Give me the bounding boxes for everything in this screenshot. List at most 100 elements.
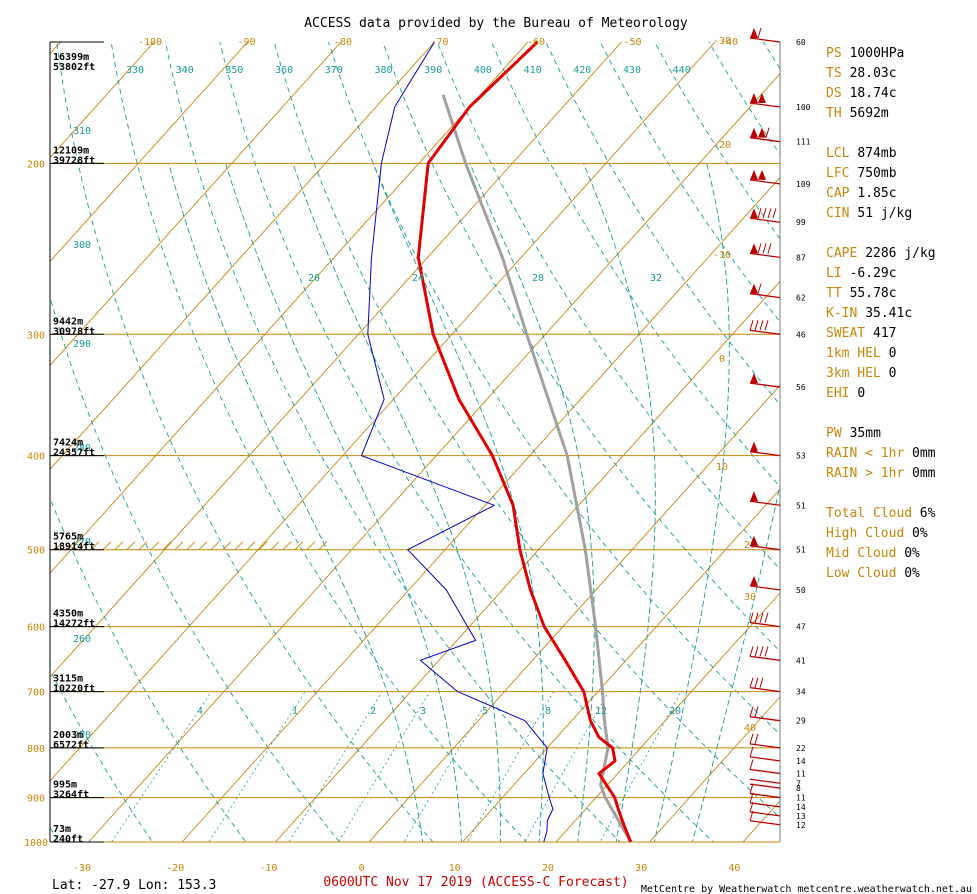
height-ft-label: 10220ft bbox=[53, 684, 95, 695]
pressure-tick: 1000 bbox=[24, 838, 48, 849]
index-value: 0mm bbox=[912, 446, 936, 461]
height-ft-label: 6572ft bbox=[53, 740, 89, 751]
index-value: 750mb bbox=[857, 166, 896, 181]
wind-speed-label: 7 bbox=[796, 779, 801, 788]
wind-barb-feather bbox=[749, 677, 754, 688]
height-m-label: 3115m bbox=[53, 674, 83, 685]
temperature-line bbox=[416, 40, 633, 843]
hatch-mark bbox=[138, 541, 148, 551]
moist-adiabat bbox=[292, 163, 501, 842]
hatch-mark bbox=[222, 541, 232, 551]
isotherm-line bbox=[555, 592, 780, 842]
hatch-mark bbox=[270, 541, 280, 551]
moist-adiabat bbox=[583, 163, 656, 842]
wind-barb-feather bbox=[759, 612, 764, 623]
isotherm-lines bbox=[50, 42, 780, 842]
height-ft-label: 3264ft bbox=[53, 790, 89, 801]
pressure-tick: 300 bbox=[27, 330, 45, 341]
wind-speed-label: 51 bbox=[796, 501, 806, 510]
mixing-ratio-line bbox=[111, 691, 212, 842]
bottom-temp-tick: 40 bbox=[728, 863, 740, 874]
height-ft-label: 18914ft bbox=[53, 542, 95, 553]
dewpoint-line bbox=[361, 41, 554, 843]
wind-speed-label: 51 bbox=[796, 546, 806, 555]
index-label: Total Cloud bbox=[826, 506, 912, 521]
wind-barb-feather bbox=[757, 208, 762, 219]
height-m-label: 7424m bbox=[53, 438, 83, 449]
chart-frame bbox=[49, 42, 781, 843]
isotherm-line bbox=[50, 42, 529, 574]
hatch-mark bbox=[246, 541, 256, 551]
theta-label: 440 bbox=[673, 65, 691, 76]
theta-e-label: 32 bbox=[650, 273, 662, 284]
wind-barb-flag bbox=[750, 441, 758, 452]
wind-barb-feather bbox=[759, 646, 764, 657]
right-temp-tick: -30 bbox=[713, 36, 731, 47]
height-ft-label: 30978ft bbox=[53, 326, 95, 337]
hatch-mark bbox=[150, 541, 160, 551]
wind-speed-label: 99 bbox=[796, 218, 806, 227]
wind-barbs: 60 100 111 109 99 87 62 46 56 53 51 51 50 47 41 34 29 22 1… bbox=[749, 27, 811, 830]
index-value: 417 bbox=[873, 326, 896, 341]
right-temp-tick: 0 bbox=[719, 354, 725, 365]
pressure-tick: 700 bbox=[27, 688, 45, 699]
moist-adiabat-lines bbox=[168, 163, 780, 842]
wind-barb-shaft bbox=[749, 756, 781, 762]
hatch-mark bbox=[78, 541, 88, 551]
wind-barb-shaft bbox=[749, 802, 781, 808]
hatch-area bbox=[54, 541, 328, 551]
wind-barb-feather bbox=[754, 646, 759, 657]
axis-labels: -100 -90 -80 -70 -60 -50 -40-30 -20 -10 0 10 20 30 40… bbox=[24, 36, 756, 874]
dry-adiabat bbox=[219, 42, 715, 842]
wind-speed-label: 14 bbox=[796, 803, 806, 812]
index-label: High Cloud bbox=[826, 526, 904, 541]
height-ft-label: 14272ft bbox=[53, 619, 95, 630]
theta-label: 410 bbox=[524, 65, 542, 76]
index-value: 0 bbox=[889, 366, 897, 381]
dry-adiabat bbox=[545, 42, 780, 406]
index-value: 2286 j/kg bbox=[865, 246, 935, 261]
wind-barb-feather bbox=[754, 320, 759, 331]
hatch-mark bbox=[186, 541, 196, 551]
wind-speed-label: 111 bbox=[796, 138, 811, 147]
moist-adiabat bbox=[691, 483, 780, 842]
hatch-mark bbox=[102, 541, 112, 551]
location-label: Lat: -27.9 Lon: 153.3 bbox=[52, 878, 216, 893]
wind-barb-feather bbox=[754, 733, 759, 745]
index-label: LCL bbox=[826, 146, 850, 161]
mixing-ratio-lines bbox=[111, 691, 682, 842]
wind-barb-shaft bbox=[749, 716, 781, 722]
wind-barb-shaft bbox=[749, 292, 781, 299]
index-value: -6.29c bbox=[850, 266, 897, 281]
wind-barb-feather bbox=[749, 320, 754, 331]
index-value: 0% bbox=[904, 546, 920, 561]
wind-speed-label: 12 bbox=[796, 821, 806, 830]
isotherm-line bbox=[50, 42, 435, 470]
theta-label: 420 bbox=[573, 65, 591, 76]
wind-barb-flag bbox=[750, 169, 758, 180]
hatch-mark bbox=[234, 541, 244, 551]
wind-barb-feather bbox=[759, 320, 764, 331]
isotherm-line bbox=[50, 42, 248, 263]
wind-speed-label: 8 bbox=[796, 784, 801, 793]
mixing-ratio-label: 4 bbox=[197, 706, 203, 717]
wind-barb-shaft bbox=[749, 450, 781, 457]
index-label: CAPE bbox=[826, 246, 857, 261]
dry-adiabat bbox=[56, 42, 434, 842]
index-label: DS bbox=[826, 86, 842, 101]
top-temp-tick: -90 bbox=[237, 37, 255, 48]
wind-barb-feather bbox=[767, 208, 772, 219]
wind-barb-feather bbox=[754, 706, 759, 717]
wind-barb-feather bbox=[757, 283, 762, 294]
theta-e-label: 24 bbox=[412, 273, 424, 284]
wind-speed-label: 34 bbox=[796, 688, 806, 697]
wind-barb-feather bbox=[749, 706, 754, 717]
wind-barb-feather bbox=[749, 801, 754, 813]
height-m-label: 9442m bbox=[53, 316, 83, 327]
wind-barb-feather bbox=[762, 208, 767, 219]
bottom-temp-tick: 0 bbox=[359, 863, 365, 874]
wind-barb-feather bbox=[749, 783, 754, 794]
wind-barb-shaft bbox=[749, 252, 781, 259]
index-label: 3km HEL bbox=[826, 366, 881, 381]
wind-barb-flag bbox=[758, 127, 766, 138]
